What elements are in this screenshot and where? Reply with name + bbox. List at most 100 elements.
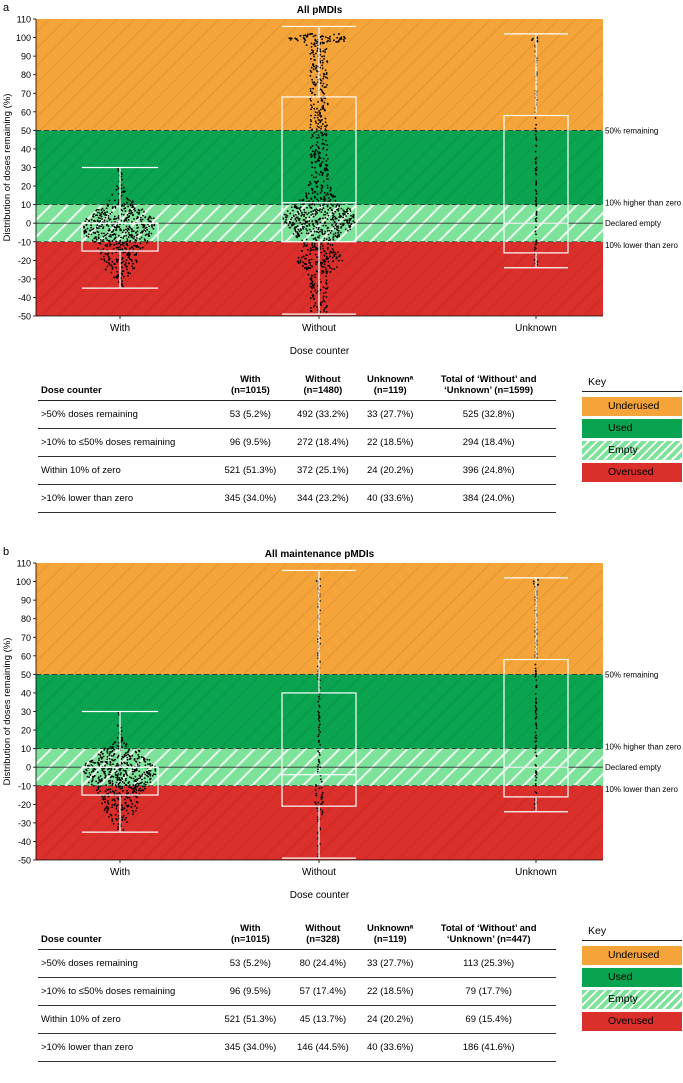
data-point bbox=[130, 258, 133, 261]
data-point bbox=[319, 217, 322, 220]
chart-title: All maintenance pMDIs bbox=[265, 549, 375, 560]
data-point bbox=[121, 780, 124, 783]
data-point bbox=[338, 216, 341, 219]
data-point bbox=[138, 749, 141, 752]
data-point bbox=[318, 159, 321, 162]
data-point bbox=[111, 206, 114, 208]
data-point bbox=[107, 229, 110, 232]
data-point bbox=[319, 245, 322, 248]
data-point bbox=[309, 183, 312, 185]
data-point bbox=[125, 265, 127, 268]
data-point bbox=[128, 262, 130, 265]
data-point bbox=[323, 42, 325, 44]
data-point bbox=[120, 213, 123, 216]
table-cell: 53 (5.2%) bbox=[214, 400, 287, 429]
data-point bbox=[535, 715, 538, 718]
table-header: Total of ‘Without’ and ‘Unknown’ (n=447) bbox=[421, 922, 556, 950]
data-point bbox=[321, 41, 324, 44]
data-point bbox=[535, 754, 538, 757]
data-point bbox=[346, 210, 349, 212]
data-point bbox=[130, 246, 133, 248]
data-point bbox=[87, 764, 90, 767]
data-point bbox=[322, 82, 325, 85]
x-tick-label: Without bbox=[302, 867, 336, 878]
data-point bbox=[320, 228, 323, 231]
data-point bbox=[315, 270, 318, 273]
data-point bbox=[98, 757, 100, 760]
data-point bbox=[85, 230, 88, 233]
data-point bbox=[326, 83, 328, 86]
data-point bbox=[318, 695, 320, 698]
data-point bbox=[132, 230, 135, 233]
data-point bbox=[325, 238, 328, 241]
data-point bbox=[129, 239, 132, 242]
data-point bbox=[344, 37, 346, 40]
data-point bbox=[322, 207, 325, 209]
data-point bbox=[307, 184, 310, 186]
data-point bbox=[325, 304, 328, 307]
data-point bbox=[325, 86, 327, 88]
data-point bbox=[535, 219, 537, 222]
data-point bbox=[285, 214, 287, 216]
data-point bbox=[286, 210, 289, 212]
data-point bbox=[127, 764, 130, 767]
data-point bbox=[113, 759, 115, 762]
data-point bbox=[100, 258, 103, 261]
data-point bbox=[306, 229, 309, 232]
data-point bbox=[314, 248, 317, 251]
box-with bbox=[81, 166, 159, 289]
data-point bbox=[320, 164, 323, 167]
data-point bbox=[91, 228, 94, 231]
data-point bbox=[534, 150, 537, 153]
data-point bbox=[328, 200, 331, 203]
data-point bbox=[84, 229, 87, 231]
y-tick-label: 100 bbox=[16, 577, 31, 587]
data-point bbox=[314, 219, 317, 222]
data-point bbox=[320, 171, 322, 174]
data-point bbox=[330, 188, 332, 190]
data-point bbox=[309, 57, 312, 60]
data-point bbox=[85, 768, 88, 771]
data-point bbox=[116, 736, 119, 739]
data-point bbox=[309, 90, 312, 92]
data-point bbox=[325, 133, 328, 135]
data-point bbox=[108, 752, 111, 755]
y-tick-label: 90 bbox=[21, 596, 31, 606]
data-point bbox=[120, 173, 123, 176]
data-point bbox=[125, 816, 128, 819]
data-point bbox=[332, 225, 335, 228]
data-point bbox=[101, 802, 103, 805]
data-point bbox=[313, 42, 316, 45]
data-point bbox=[90, 226, 93, 229]
data-point bbox=[327, 242, 329, 245]
key-swatch bbox=[582, 397, 682, 416]
data-point bbox=[101, 767, 103, 770]
data-point bbox=[85, 218, 88, 220]
data-point bbox=[317, 700, 320, 703]
data-point bbox=[535, 724, 538, 727]
data-point bbox=[132, 784, 135, 786]
data-point bbox=[128, 796, 131, 799]
data-point bbox=[319, 263, 322, 265]
data-point bbox=[342, 209, 345, 212]
data-point bbox=[313, 298, 316, 301]
x-tick-label: With bbox=[110, 867, 130, 878]
data-point bbox=[322, 142, 324, 145]
data-point bbox=[295, 38, 298, 41]
data-point bbox=[288, 37, 291, 40]
data-point bbox=[337, 227, 340, 229]
table-header: Dose counter bbox=[38, 373, 215, 401]
data-point bbox=[296, 225, 299, 227]
data-point bbox=[99, 220, 102, 222]
data-point bbox=[299, 221, 302, 224]
y-tick-label: -30 bbox=[18, 818, 31, 828]
data-point bbox=[329, 250, 332, 253]
data-point bbox=[332, 238, 335, 241]
data-point bbox=[318, 729, 320, 731]
data-point bbox=[87, 235, 90, 238]
data-point bbox=[314, 801, 317, 803]
data-point bbox=[103, 809, 106, 812]
data-point bbox=[143, 760, 146, 763]
table-cell: 372 (25.1%) bbox=[286, 456, 360, 485]
data-point bbox=[107, 795, 110, 798]
